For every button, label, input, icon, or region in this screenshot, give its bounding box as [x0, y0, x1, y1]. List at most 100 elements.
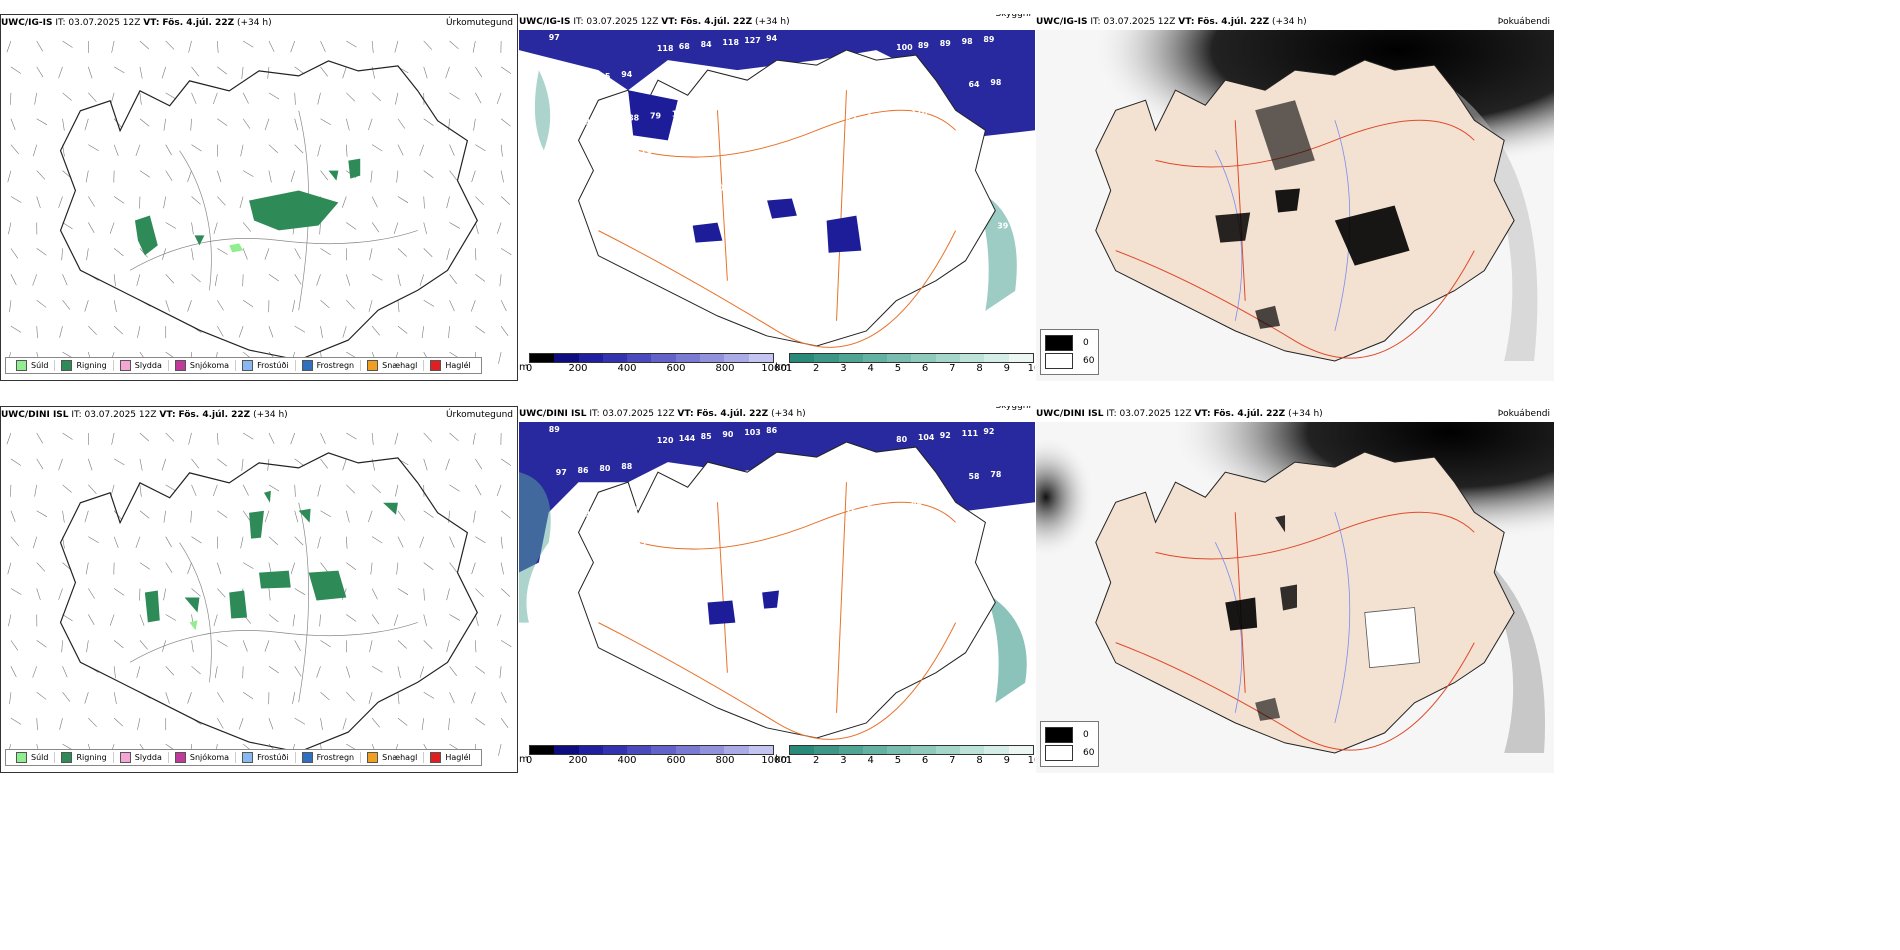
- wind-barb: [449, 484, 460, 492]
- wind-barb: [165, 536, 172, 548]
- wind-barb: [191, 92, 197, 104]
- vis-map[interactable]: 97 94 93 94 136 110 89 95 126 127 105 140 98 81 79 118 1…: [519, 30, 1035, 351]
- colorbar-segment: [748, 354, 773, 362]
- wind-barb: [217, 640, 228, 647]
- vis-label: 97: [556, 468, 567, 477]
- model-name: UWC/IG-IS: [1036, 17, 1088, 27]
- vis-label: 42: [925, 184, 936, 193]
- ptype-map[interactable]: [1, 423, 517, 772]
- wind-barb: [423, 691, 435, 699]
- wind-barb: [36, 562, 46, 572]
- wind-barb: [113, 274, 116, 287]
- vt-label: VT:: [661, 17, 678, 27]
- fog-map[interactable]: [1036, 422, 1554, 773]
- colorbar-km: 1 2 3 4 5 6 7 8 9 10 km: [775, 353, 1035, 375]
- wind-barb: [113, 66, 125, 74]
- colorbar-segment: [911, 354, 936, 362]
- lead-time: (+34 h): [755, 17, 790, 27]
- legend-item: Frostúði: [236, 752, 296, 763]
- wind-barb: [316, 666, 321, 678]
- vis-label: 86: [839, 463, 850, 472]
- lead-time: (+34 h): [771, 409, 806, 419]
- colorbar-tick: 8: [976, 363, 983, 374]
- colorbar-segment: [554, 354, 579, 362]
- wind-barb: [113, 692, 117, 705]
- wind-barb: [423, 510, 434, 518]
- wind-barb: [139, 458, 143, 471]
- wind-barb: [36, 196, 41, 209]
- wind-barb: [449, 274, 457, 284]
- wind-barb: [136, 274, 141, 286]
- legend-label: Snæhagl: [382, 753, 418, 762]
- wind-barb: [320, 458, 328, 469]
- vis-label: 83: [751, 471, 762, 480]
- colorbar-tick: 7: [949, 363, 956, 374]
- wind-barb: [190, 118, 192, 131]
- wind-barb: [214, 666, 218, 679]
- colorbar-segment: [554, 746, 579, 754]
- wind-barb: [371, 536, 383, 544]
- wind-barb: [32, 666, 38, 678]
- wind-barb: [475, 614, 479, 627]
- wind-barb: [446, 588, 450, 601]
- wind-barb: [137, 326, 141, 338]
- wind-barb: [84, 692, 89, 704]
- fog-map-svg: [1036, 422, 1554, 773]
- colorbar-tick: 6: [921, 363, 929, 374]
- wind-barb: [371, 40, 374, 53]
- vis-label: 98: [962, 37, 973, 46]
- colorbar-m: 0 200 400 600 800 1000 m: [519, 745, 787, 767]
- colorbar-tick: 4: [867, 363, 874, 374]
- wind-barb: [62, 432, 73, 440]
- wind-barb: [111, 40, 115, 53]
- wind-barb: [449, 170, 458, 181]
- wind-barb: [423, 432, 433, 442]
- legend-item: Frostregn: [296, 752, 362, 763]
- it-value: 03.07.2025 12Z: [602, 409, 675, 419]
- fog-panel-bottom: UWC/DINI ISL IT: 03.07.2025 12Z VT: Fös.…: [1036, 406, 1554, 773]
- wind-barb: [423, 458, 428, 471]
- colorbar-segment: [887, 746, 912, 754]
- fog-label: 0: [1083, 338, 1089, 348]
- colorbar-tick: 800: [715, 363, 735, 374]
- wind-barb: [471, 170, 476, 183]
- wind-barb: [472, 40, 476, 53]
- wind-barb: [421, 718, 425, 731]
- wind-barb: [217, 196, 226, 206]
- vis-label: 85: [751, 79, 762, 88]
- legend-label: Frostregn: [316, 753, 355, 762]
- vt-value: Fös. 4.júl. 22Z: [696, 409, 769, 419]
- colorbar-segment: [700, 746, 725, 754]
- wind-barb: [9, 300, 12, 313]
- legend-label: Haglél: [445, 753, 471, 762]
- wind-barb: [371, 196, 378, 208]
- colorbar-tick: 200: [568, 755, 588, 766]
- wind-barb: [161, 458, 167, 471]
- legend-label: Snjókoma: [189, 361, 230, 370]
- wind-barb: [88, 614, 95, 625]
- wind-barb: [241, 66, 244, 79]
- wind-barb: [113, 248, 124, 257]
- wind-barb: [217, 458, 227, 467]
- wind-barb: [242, 691, 254, 700]
- ptype-map[interactable]: [1, 31, 517, 380]
- wind-barb: [371, 614, 380, 625]
- model-name: UWC/IG-IS: [519, 17, 571, 27]
- vis-map[interactable]: 89 88 95 86 86 86 92 80 106 103 99 98 111 86 119 90 101 7…: [519, 422, 1035, 743]
- vis-label: 91: [584, 117, 595, 126]
- wind-barb: [470, 300, 476, 312]
- wind-barb: [10, 118, 16, 131]
- fog-legend: 0 60: [1040, 329, 1100, 375]
- legend-label: Snæhagl: [382, 361, 418, 370]
- wind-barb: [393, 614, 399, 626]
- fog-map[interactable]: [1036, 30, 1554, 381]
- wind-barb: [10, 274, 17, 286]
- wind-barb: [137, 718, 141, 730]
- wind-barb: [88, 484, 97, 494]
- wind-barb: [62, 300, 71, 310]
- wind-barb: [8, 614, 12, 627]
- legend-swatch: [16, 360, 27, 371]
- wind-barb: [213, 614, 218, 626]
- vis-label: 98: [889, 502, 900, 511]
- wind-barb: [449, 92, 460, 100]
